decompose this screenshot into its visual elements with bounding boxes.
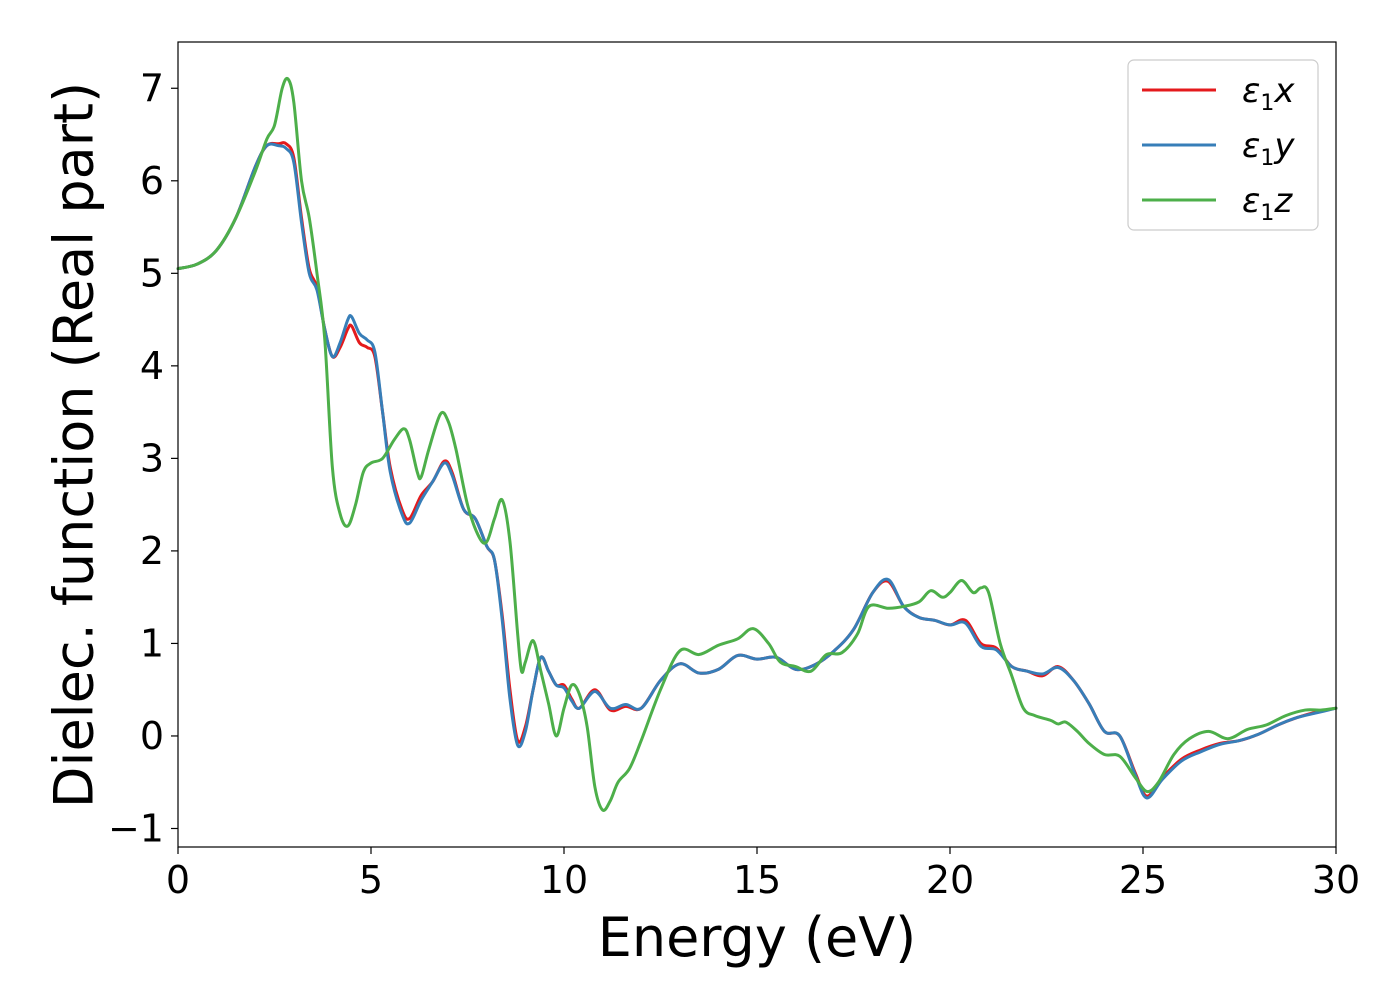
y-tick-label: 2 — [140, 529, 164, 573]
x-tick-label: 20 — [926, 858, 974, 902]
y-tick-label: 1 — [140, 621, 164, 665]
y-tick-label: 3 — [140, 436, 164, 480]
y-tick-label: 0 — [140, 714, 164, 758]
legend: ε1x ε1y ε1z — [1127, 59, 1319, 231]
x-axis: 0 5 10 15 20 25 30 — [166, 847, 1360, 902]
series-line-z — [176, 76, 1338, 812]
legend-label-z: ε1z — [1242, 181, 1293, 226]
series-line-y — [176, 142, 1338, 800]
legend-label-x: ε1x — [1242, 71, 1295, 116]
y-axis-title: Dielec. function (Real part) — [43, 82, 106, 808]
y-tick-label: 6 — [140, 159, 164, 203]
x-tick-label: 30 — [1312, 858, 1360, 902]
x-tick-label: 0 — [166, 858, 190, 902]
y-tick-label: −1 — [108, 806, 164, 850]
x-axis-title: Energy (eV) — [598, 906, 917, 969]
x-tick-label: 5 — [359, 858, 383, 902]
x-tick-label: 10 — [540, 858, 588, 902]
y-tick-label: 4 — [140, 344, 164, 388]
y-tick-label: 5 — [140, 251, 164, 295]
x-tick-label: 25 — [1119, 858, 1167, 902]
legend-box — [1127, 59, 1319, 231]
y-axis: −1 0 1 2 3 4 5 6 7 — [108, 66, 178, 850]
x-tick-label: 15 — [733, 858, 781, 902]
y-tick-label: 7 — [140, 66, 164, 110]
series-layer — [176, 76, 1338, 812]
legend-label-y: ε1y — [1242, 126, 1295, 171]
